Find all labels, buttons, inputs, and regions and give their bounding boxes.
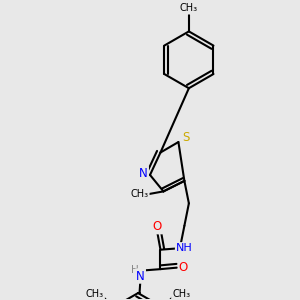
Text: CH₃: CH₃: [180, 3, 198, 14]
Text: O: O: [153, 220, 162, 233]
Text: S: S: [182, 131, 190, 144]
Text: CH₃: CH₃: [172, 289, 190, 299]
Text: CH₃: CH₃: [130, 189, 148, 200]
Text: N: N: [139, 167, 148, 180]
Text: O: O: [179, 261, 188, 274]
Text: NH: NH: [176, 243, 193, 253]
Text: N: N: [136, 269, 145, 283]
Text: CH₃: CH₃: [86, 289, 104, 299]
Text: H: H: [131, 265, 139, 275]
